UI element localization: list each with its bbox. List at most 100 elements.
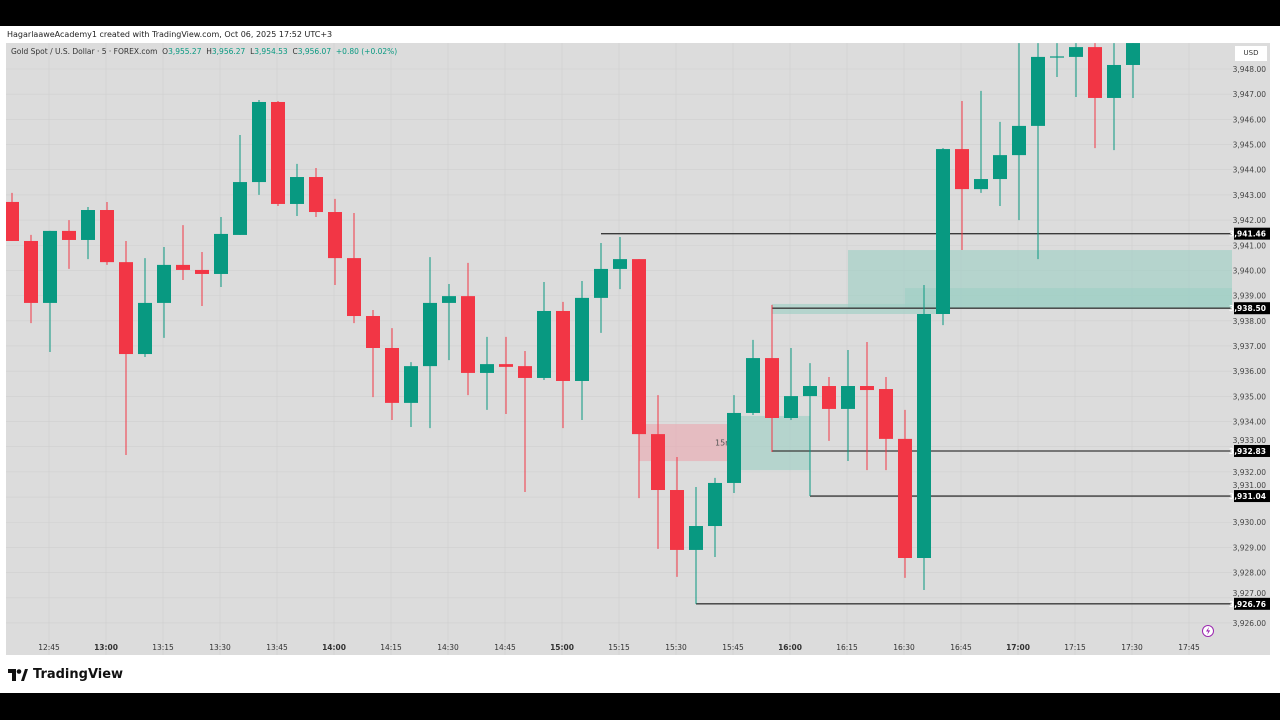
- candle-body: [708, 482, 722, 527]
- candle-body: [974, 179, 988, 190]
- candle-body: [423, 302, 437, 367]
- bullish-candle: [784, 347, 798, 421]
- bullish-candle: [81, 206, 95, 260]
- time-tick-label: 17:00: [1006, 643, 1030, 652]
- bearish-candle: [670, 457, 684, 577]
- change-value: +0.80 (+0.02%): [335, 47, 398, 56]
- price-level-badge: [1234, 444, 1270, 457]
- candle-body: [347, 258, 361, 317]
- candle-body: [670, 490, 684, 550]
- currency-button[interactable]: USD: [1235, 46, 1267, 61]
- candle-body: [613, 259, 627, 269]
- bearish-candle: [309, 167, 323, 218]
- tradingview-logo-icon: [8, 668, 28, 681]
- candle-body: [176, 264, 190, 270]
- time-tick-label: 16:15: [836, 643, 858, 652]
- candle-body: [100, 210, 114, 263]
- bearish-candle: [879, 376, 893, 471]
- bullish-candle: [252, 99, 266, 195]
- bullish-candle: [480, 336, 494, 410]
- candle-body: [727, 412, 741, 483]
- time-tick-label: 15:15: [608, 643, 630, 652]
- candle-body: [936, 149, 950, 315]
- bullish-candle: [138, 258, 152, 358]
- candle-body: [632, 259, 646, 435]
- bearish-candle: [1088, 43, 1102, 149]
- bullish-candle: [936, 148, 950, 326]
- price-tick-label: 3,945.00: [1233, 141, 1267, 150]
- time-tick-label: 17:15: [1064, 643, 1086, 652]
- candle-body: [271, 101, 285, 204]
- close-label: C: [292, 47, 298, 56]
- candle-body: [214, 233, 228, 274]
- candle-body: [822, 386, 836, 409]
- time-tick-label: 13:30: [209, 643, 231, 652]
- candle-body: [499, 364, 513, 367]
- time-tick-label: 17:30: [1121, 643, 1143, 652]
- price-tick-label: 3,941.00: [1233, 241, 1267, 250]
- bullish-candle: [689, 486, 703, 604]
- bullish-candle: [1069, 43, 1083, 97]
- bearish-candle: [24, 234, 38, 324]
- bullish-candle: [423, 257, 437, 429]
- bullish-candle: [841, 350, 855, 462]
- candle-body: [803, 386, 817, 397]
- bullish-candle: [708, 477, 722, 557]
- bearish-candle: [499, 336, 513, 414]
- symbol-name[interactable]: Gold Spot / U.S. Dollar · 5 · FOREX.com: [11, 47, 158, 56]
- price-axis[interactable]: [1232, 43, 1270, 655]
- time-tick-label: 16:30: [893, 643, 915, 652]
- candle-body: [784, 396, 798, 418]
- bullish-candle: [1107, 43, 1121, 151]
- candle-body: [537, 310, 551, 378]
- price-tick-label: 3,937.00: [1233, 342, 1267, 351]
- bottom-letterbox: [0, 693, 1280, 720]
- candle-body: [1126, 43, 1140, 65]
- time-tick-label: 14:15: [380, 643, 402, 652]
- candle-body: [24, 240, 38, 303]
- candle-body: [480, 364, 494, 373]
- time-tick-label: 15:00: [550, 643, 574, 652]
- candle-body: [81, 210, 95, 240]
- candle-body: [917, 314, 931, 558]
- top-letterbox: [0, 0, 1280, 26]
- candle-body: [765, 358, 779, 418]
- lightning-icon[interactable]: [1202, 625, 1214, 637]
- close-value: 3,956.07: [297, 47, 332, 56]
- symbol-legend: Gold Spot / U.S. Dollar · 5 · FOREX.com …: [11, 47, 397, 56]
- time-tick-label: 13:45: [266, 643, 288, 652]
- candle-body: [746, 358, 760, 413]
- bearish-candle: [100, 201, 114, 265]
- bullish-candle: [43, 230, 57, 353]
- bullish-candle: [1126, 43, 1140, 98]
- time-tick-label: 16:00: [778, 643, 802, 652]
- bullish-candle: [575, 281, 589, 421]
- demand-zone: [905, 288, 1232, 308]
- price-tick-label: 3,936.00: [1233, 367, 1267, 376]
- price-tick-label: 3,929.00: [1233, 543, 1267, 552]
- high-value: 3,956.27: [211, 47, 246, 56]
- candle-body: [1031, 56, 1045, 126]
- candle-body: [841, 386, 855, 409]
- price-tick-label: 3,931.00: [1233, 481, 1267, 490]
- candle-body: [1088, 47, 1102, 98]
- price-tick-label: 3,934.00: [1233, 418, 1267, 427]
- open-value: 3,955.27: [168, 47, 202, 56]
- time-tick-label: 15:45: [722, 643, 744, 652]
- tradingview-logo[interactable]: TradingView: [8, 667, 123, 682]
- price-tick-label: 3,939.00: [1233, 292, 1267, 301]
- candle-body: [62, 230, 76, 240]
- candle-body: [955, 149, 969, 190]
- bearish-candle: [651, 395, 665, 549]
- bearish-candle: [898, 409, 912, 578]
- bullish-candle: [233, 134, 247, 235]
- bearish-candle: [62, 220, 76, 269]
- time-tick-label: 15:30: [665, 643, 687, 652]
- price-tick-label: 3,948.00: [1233, 65, 1267, 74]
- bullish-candle: [974, 90, 988, 193]
- bearish-candle: [6, 192, 19, 241]
- price-tick-label: 3,933.00: [1233, 436, 1267, 445]
- time-tick-label: 14:30: [437, 643, 459, 652]
- low-label: L: [250, 47, 255, 56]
